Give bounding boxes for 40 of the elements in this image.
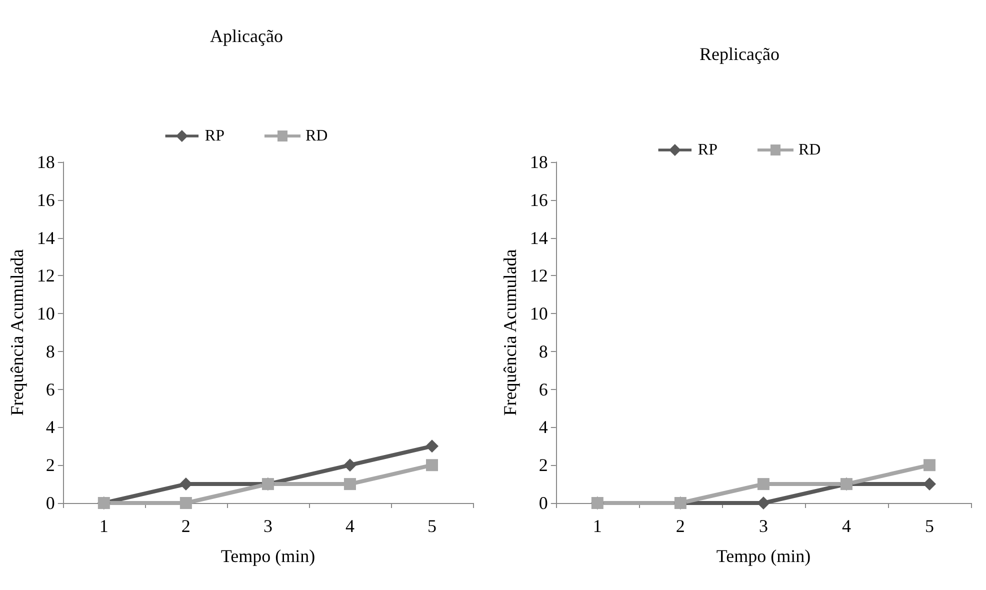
x-tick-label: 5 <box>427 516 436 536</box>
chart-title: Aplicação <box>210 26 283 46</box>
y-tick-label: 14 <box>36 228 55 248</box>
y-tick-label: 0 <box>538 493 548 513</box>
x-tick-label: 2 <box>676 516 685 536</box>
y-tick-label: 2 <box>46 455 55 476</box>
x-tick-label: 3 <box>263 516 272 536</box>
y-tick-label: 4 <box>46 417 55 438</box>
y-tick-label: 12 <box>530 266 548 286</box>
x-axis-title: Tempo (min) <box>716 546 811 566</box>
y-tick-label: 10 <box>36 304 55 324</box>
legend-label: RP <box>204 128 225 144</box>
y-tick-label: 14 <box>530 228 548 248</box>
y-axis-title: Frequência Acumulada <box>7 249 27 416</box>
y-tick-label: 18 <box>530 152 548 172</box>
legend-label: RP <box>698 142 718 158</box>
y-tick-label: 12 <box>36 266 55 286</box>
y-tick-label: 10 <box>530 304 548 324</box>
x-tick-label: 5 <box>924 516 934 536</box>
y-tick-label: 6 <box>46 379 55 400</box>
chart-title: Replicação <box>700 44 780 64</box>
y-tick-label: 6 <box>538 379 548 400</box>
x-tick-label: 3 <box>758 516 768 536</box>
legend-label: RD <box>305 128 328 144</box>
x-tick-label: 4 <box>842 516 851 536</box>
x-tick-label: 1 <box>592 516 602 536</box>
y-tick-label: 4 <box>538 417 548 438</box>
y-tick-label: 8 <box>538 341 548 362</box>
x-tick-label: 2 <box>181 516 190 536</box>
x-tick-label: 4 <box>345 516 354 536</box>
y-tick-label: 2 <box>538 455 548 476</box>
y-tick-label: 0 <box>46 493 55 513</box>
y-tick-label: 18 <box>36 152 55 172</box>
x-tick-label: 1 <box>99 516 108 536</box>
y-tick-label: 16 <box>36 190 55 210</box>
y-tick-label: 8 <box>46 341 55 362</box>
x-axis-title: Tempo (min) <box>220 546 316 566</box>
y-tick-label: 16 <box>530 190 548 210</box>
y-axis-title: Frequência Acumulada <box>500 249 520 416</box>
legend-label: RD <box>798 142 821 158</box>
